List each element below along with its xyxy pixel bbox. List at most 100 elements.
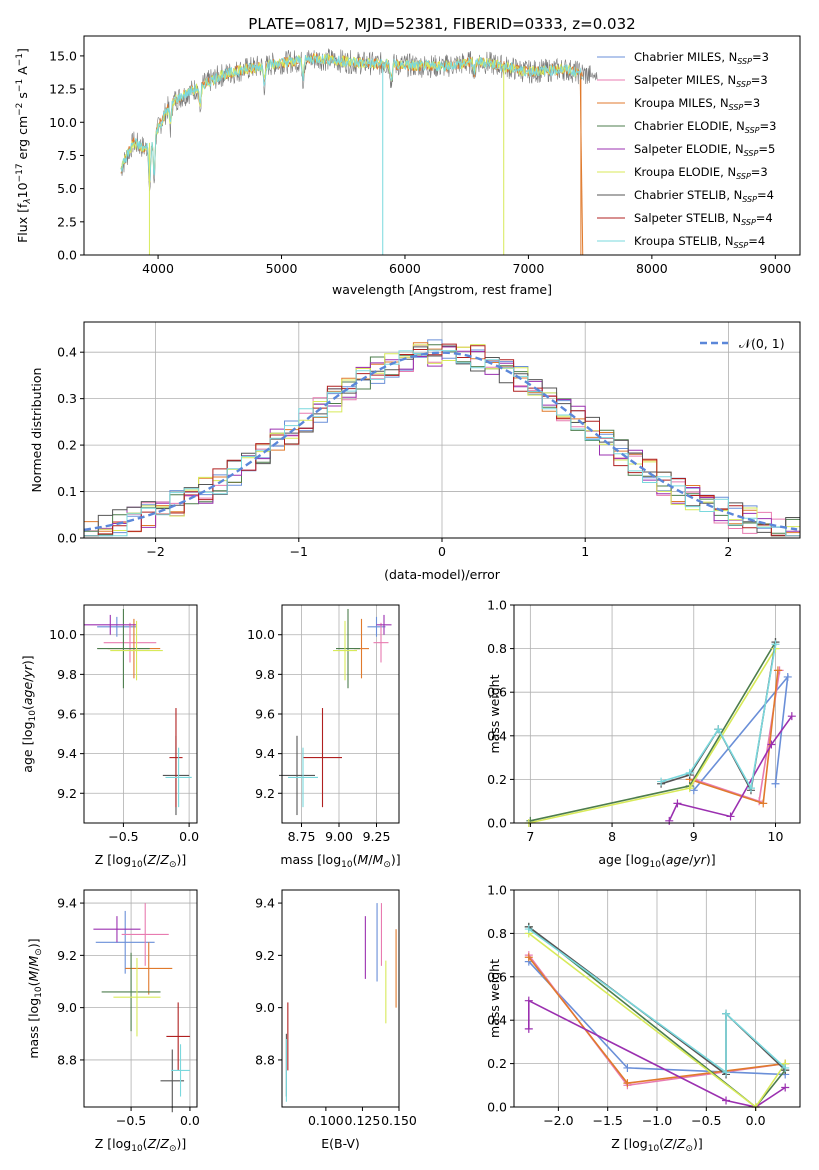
mass-weight-marker	[524, 996, 533, 1005]
error-bar-point	[110, 620, 163, 681]
mass-weight-marker	[722, 1068, 731, 1077]
y-tick-label: 9.2	[57, 948, 77, 963]
mass-weight-series-line	[689, 670, 779, 805]
plot-frame	[83, 889, 198, 1108]
legend-tail: =3	[760, 119, 777, 133]
legend-entry: Chabrier ELODIE, NSSP=3	[634, 119, 776, 135]
label-part: 10	[131, 1144, 143, 1154]
error-bar-point	[97, 608, 150, 689]
mass-weight-marker	[767, 740, 776, 749]
y-tick-label: 15.0	[49, 48, 77, 63]
error-bar-point	[125, 942, 173, 995]
y-axis-label: mass weight	[487, 959, 502, 1038]
label-part: M	[26, 971, 41, 982]
x-tick-label: −0.5	[116, 1113, 146, 1128]
y-tick-label: 12.5	[49, 82, 77, 97]
y-tick-label: 9.0	[255, 1000, 275, 1015]
label-part: Z [log	[95, 1136, 131, 1151]
x-tick-label: 0	[438, 544, 446, 559]
mass-weight-marker	[623, 1079, 632, 1088]
label-part: /	[26, 966, 41, 971]
x-tick-label: −1.5	[593, 1113, 623, 1128]
x-tick-label: −2.0	[543, 1113, 573, 1128]
label-part: (	[661, 852, 666, 867]
x-tick-label: 9.00	[325, 829, 353, 844]
mass-weight-marker	[623, 1063, 632, 1072]
x-tick-label: 0.100	[308, 1113, 344, 1128]
label-part: s	[15, 92, 30, 103]
x-tick-label: −0.5	[691, 1113, 721, 1128]
y-tick-label: 1.0	[487, 598, 507, 613]
legend-entry: Salpeter MILES, NSSP=3	[634, 73, 768, 89]
label-part: )]	[391, 852, 401, 867]
legend-sub: SSP	[741, 218, 756, 227]
label-part: (	[353, 852, 358, 867]
mass-weight-series-line	[693, 674, 789, 791]
x-tick-label: 0.150	[381, 1113, 417, 1128]
label-part: M	[26, 955, 41, 966]
label-part: mass [log	[280, 852, 341, 867]
age_vs_Z-panel: −0.5 0.09.29.49.69.810.0Z [log10(Z/Z⊙)]ag…	[20, 604, 199, 870]
error-bar-point	[121, 903, 169, 966]
error-bar-point	[288, 747, 318, 808]
x-axis-label: E(B-V)	[321, 1136, 360, 1151]
mass-weight-marker	[685, 784, 694, 793]
y-tick-label: 7.5	[57, 148, 77, 163]
y-tick-label: 9.4	[57, 746, 77, 761]
y-tick-label: 10.0	[49, 627, 77, 642]
mass-weight-marker	[685, 768, 694, 777]
label-part: /	[673, 1136, 678, 1151]
legend-sub: SSP	[734, 241, 749, 250]
label-part: (	[26, 982, 41, 987]
label-part: )]	[26, 938, 41, 948]
mass-weight-marker	[722, 1009, 731, 1018]
y-tick-label: 9.8	[57, 667, 77, 682]
mass-weight-marker	[673, 799, 682, 808]
label-part: )]	[176, 852, 186, 867]
y-tick-label: 9.6	[57, 707, 77, 722]
y-tick-label: 0.4	[57, 345, 77, 360]
legend-label: Kroupa ELODIE, N	[634, 165, 736, 179]
x-axis-label: mass [log10(M/M⊙)]	[280, 852, 400, 870]
label-part: age	[20, 682, 35, 706]
spectrum-lines	[120, 48, 598, 255]
error-bar-point	[97, 616, 137, 637]
label-part: (	[20, 705, 35, 710]
legend-entry: Chabrier STELIB, NSSP=4	[634, 188, 774, 204]
plot-frame	[83, 35, 801, 256]
x-tick-label: 9	[690, 829, 698, 844]
label-part: 10	[648, 1144, 660, 1154]
y-tick-label: 5.0	[57, 181, 77, 196]
label-part: (	[143, 1136, 148, 1151]
label-part: λ	[23, 198, 33, 204]
label-part: yr	[20, 664, 35, 678]
x-tick-label: −1.0	[642, 1113, 672, 1128]
mass-weight-marker	[771, 779, 780, 788]
y-tick-label: 9.4	[57, 896, 77, 911]
legend-tail: =3	[752, 50, 769, 64]
legend-sub: SSP	[737, 57, 752, 66]
y-tick-label: 10.0	[49, 115, 77, 130]
legend-entry: Kroupa STELIB, NSSP=4	[634, 234, 765, 250]
error-bar-point	[93, 916, 141, 943]
x-tick-label: 7	[526, 829, 534, 844]
label-part: Z	[159, 852, 169, 867]
legend-label: Chabrier STELIB, N	[634, 188, 742, 202]
y-tick-label: 9.0	[57, 1000, 77, 1015]
plot-frame	[513, 604, 801, 824]
x-axis-label: age [log10(age/yr)]	[598, 852, 715, 870]
label-part: ⊙	[383, 860, 391, 870]
legend-tail: =3	[751, 165, 768, 179]
label-part: M	[358, 852, 369, 867]
residual-panel: −2 −1 0 1 2 0.0 0.1 0.2 0.3 0.4 (data-model)/error…	[29, 321, 801, 582]
legend-label: Chabrier ELODIE, N	[634, 119, 745, 133]
y-tick-label: 0.6	[487, 969, 507, 984]
massweight_vs_Z-panel: −2.0 −1.5 −1.0 −0.5 0.0 0.0 0.2 0.4 0.6 0.8 1.0 Z […	[487, 883, 801, 1154]
y-axis-label: mass [log10(M/M⊙)]	[26, 938, 44, 1058]
y-tick-label: 0.8	[487, 926, 507, 941]
mass-weight-marker	[783, 672, 792, 681]
legend-tail: =4	[756, 211, 773, 225]
label-part: age	[666, 852, 690, 867]
error-bar-point	[169, 708, 183, 808]
